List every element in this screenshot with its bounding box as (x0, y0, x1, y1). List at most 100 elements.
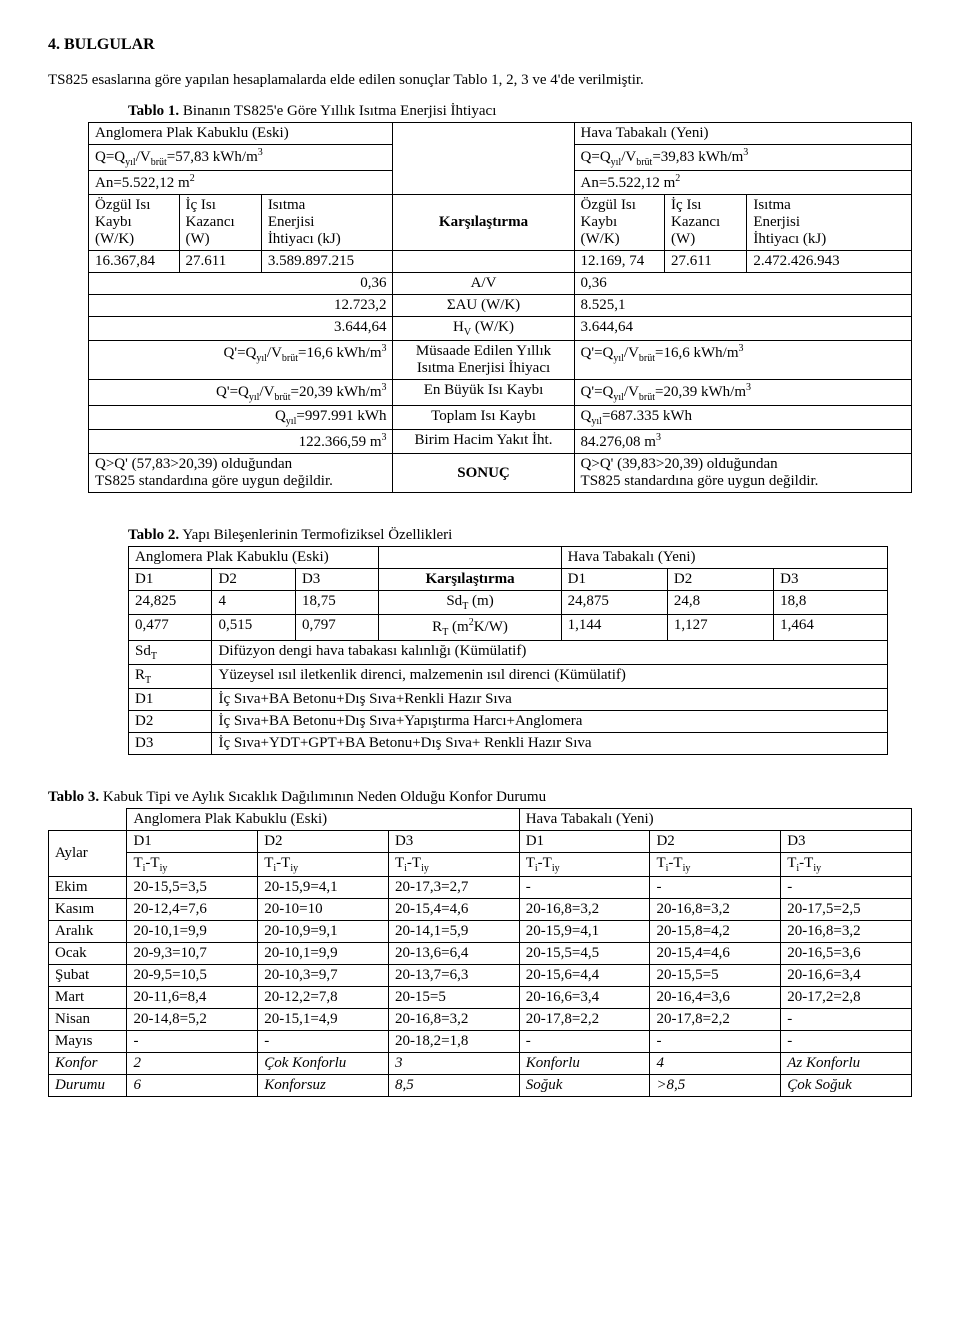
t3-month: Nisan (49, 1009, 127, 1031)
t3-cell: 20-12,2=7,8 (258, 987, 389, 1009)
t3-konfor-a6: Az Konforlu (781, 1053, 912, 1075)
t1-h-isitma-r: IsıtmaEnerjisiİhtiyacı (kJ) (747, 195, 912, 251)
t3-month: Mayıs (49, 1031, 127, 1053)
t2-right-title: Hava Tabakalı (Yeni) (561, 547, 887, 569)
t3-cell: - (781, 877, 912, 899)
t3-konfor-a4: Konforlu (519, 1053, 650, 1075)
t1-left-q: Q=Qyıl/Vbrüt=57,83 kWh/m3 (89, 145, 393, 171)
t3-konfor-b6: Çok Soğuk (781, 1075, 912, 1097)
t3-d1-r: D1 (519, 831, 650, 853)
t3-cell: 20-17,8=2,2 (519, 1009, 650, 1031)
t2-d1-l: D1 (129, 569, 212, 591)
t2-r2-1: 0,515 (212, 615, 295, 641)
t3-cell: 20-15,6=4,4 (519, 965, 650, 987)
t3-konfor-a3: 3 (388, 1053, 519, 1075)
t1-r5-m: Toplam Isı Kaybı (393, 406, 574, 430)
t1-v-la: 16.367,84 (89, 251, 180, 273)
t2-def2-k: D1 (129, 689, 212, 711)
t1-r2-m: HV (W/K) (393, 317, 574, 341)
t1-result-label: SONUÇ (393, 454, 574, 493)
t3-cell: 20-14,1=5,9 (388, 921, 519, 943)
t3-cell: - (519, 1031, 650, 1053)
t2-blank (379, 547, 561, 569)
t3-ti-2: Ti-Tiy (388, 853, 519, 877)
t2-r1-0: 24,825 (129, 591, 212, 615)
t2-r2-2: 0,797 (295, 615, 378, 641)
t2-r2-3: 1,144 (561, 615, 667, 641)
t2-r1-5: 18,8 (774, 591, 888, 615)
t1-r4-m: En Büyük Isı Kaybı (393, 380, 574, 406)
t3-cell: 20-12,4=7,6 (127, 899, 258, 921)
t1-caption-rest: Binanın TS825'e Göre Yıllık Isıtma Enerj… (179, 103, 496, 119)
t1-v-rb: 27.611 (665, 251, 747, 273)
t2-def2-v: İç Sıva+BA Betonu+Dış Sıva+Renkli Hazır … (212, 689, 888, 711)
t3-cell: 20-11,6=8,4 (127, 987, 258, 1009)
t1-h-ozgul-r: Özgül IsıKaybı(W/K) (574, 195, 665, 251)
t3-cell: 20-13,7=6,3 (388, 965, 519, 987)
t3-cell: 20-17,2=2,8 (781, 987, 912, 1009)
t2-r1-m: SdT (m) (379, 591, 561, 615)
t3-cell: 20-15,9=4,1 (258, 877, 389, 899)
t1-compare: Karşılaştırma (393, 195, 574, 251)
t2-caption-rest: Yapı Bileşenlerinin Termofiziksel Özelli… (179, 527, 452, 543)
t3-cell: 20-16,8=3,2 (519, 899, 650, 921)
t1-h-icisi-l: İç IsıKazancı(W) (179, 195, 261, 251)
t3-cell: 20-10,3=9,7 (258, 965, 389, 987)
t3-cell: - (781, 1009, 912, 1031)
t3-konfor-b-label: Durumu (49, 1075, 127, 1097)
t3-month: Şubat (49, 965, 127, 987)
t2-left-title: Anglomera Plak Kabuklu (Eski) (129, 547, 379, 569)
t3-cell: 20-10,1=9,9 (258, 943, 389, 965)
t3-right-title: Hava Tabakalı (Yeni) (519, 809, 911, 831)
t2-r2-4: 1,127 (667, 615, 773, 641)
t3-cell: 20-16,4=3,6 (650, 987, 781, 1009)
t3-konfor-a1: 2 (127, 1053, 258, 1075)
t3-cell: - (519, 877, 650, 899)
t2-r2-5: 1,464 (774, 615, 888, 641)
t3-cell: 20-13,6=6,4 (388, 943, 519, 965)
t3-konfor-b1: 6 (127, 1075, 258, 1097)
t2-def0-k: SdT (129, 641, 212, 665)
t3-cell: 20-15,4=4,6 (388, 899, 519, 921)
t1-caption: Tablo 1. Binanın TS825'e Göre Yıllık Isı… (128, 103, 912, 120)
t2-compare: Karşılaştırma (379, 569, 561, 591)
t3-cell: - (650, 877, 781, 899)
t3-cell: - (127, 1031, 258, 1053)
t3-konfor-a2: Çok Konforlu (258, 1053, 389, 1075)
t3-left-title: Anglomera Plak Kabuklu (Eski) (127, 809, 519, 831)
t3-month: Ocak (49, 943, 127, 965)
t3-ti-0: Ti-Tiy (127, 853, 258, 877)
t3-cell: 20-15,5=3,5 (127, 877, 258, 899)
t1-r0-r: 0,36 (574, 273, 911, 295)
t3-d2-r: D2 (650, 831, 781, 853)
t1-right-an: An=5.522,12 m2 (574, 171, 911, 195)
t3-d3-r: D3 (781, 831, 912, 853)
t3-cell: 20-15,5=5 (650, 965, 781, 987)
t1-r4-l: Q'=Qyıl/Vbrüt=20,39 kWh/m3 (89, 380, 393, 406)
table-3: Anglomera Plak Kabuklu (Eski) Hava Tabak… (48, 808, 912, 1097)
t1-r5-l: Qyıl=997.991 kWh (89, 406, 393, 430)
t1-r2-l: 3.644,64 (89, 317, 393, 341)
table-2: Anglomera Plak Kabuklu (Eski) Hava Tabak… (128, 546, 888, 755)
t3-cell: 20-16,5=3,6 (781, 943, 912, 965)
t1-right-q: Q=Qyıl/Vbrüt=39,83 kWh/m3 (574, 145, 911, 171)
t2-caption: Tablo 2. Yapı Bileşenlerinin Termofiziks… (128, 527, 888, 544)
t1-r5-r: Qyıl=687.335 kWh (574, 406, 911, 430)
t3-konfor-b5: >8,5 (650, 1075, 781, 1097)
t3-konfor-b4: Soğuk (519, 1075, 650, 1097)
t3-cell: 20-16,6=3,4 (519, 987, 650, 1009)
t3-cell: 20-16,8=3,2 (388, 1009, 519, 1031)
t1-h-ozgul-l: Özgül IsıKaybı(W/K) (89, 195, 180, 251)
t2-def4-v: İç Sıva+YDT+GPT+BA Betonu+Dış Sıva+ Renk… (212, 733, 888, 755)
t3-cell: 20-9,3=10,7 (127, 943, 258, 965)
t1-right-title: Hava Tabakalı (Yeni) (574, 123, 911, 145)
t1-v-lc: 3.589.897.215 (261, 251, 393, 273)
t3-month: Kasım (49, 899, 127, 921)
t2-r2-m: RT (m2K/W) (379, 615, 561, 641)
t1-v-lb: 27.611 (179, 251, 261, 273)
table-1: Anglomera Plak Kabuklu (Eski) Hava Tabak… (88, 122, 912, 493)
t2-r2-0: 0,477 (129, 615, 212, 641)
t3-cell: 20-15,9=4,1 (519, 921, 650, 943)
t3-konfor-b3: 8,5 (388, 1075, 519, 1097)
t3-caption: Tablo 3. Kabuk Tipi ve Aylık Sıcaklık Da… (48, 789, 912, 806)
